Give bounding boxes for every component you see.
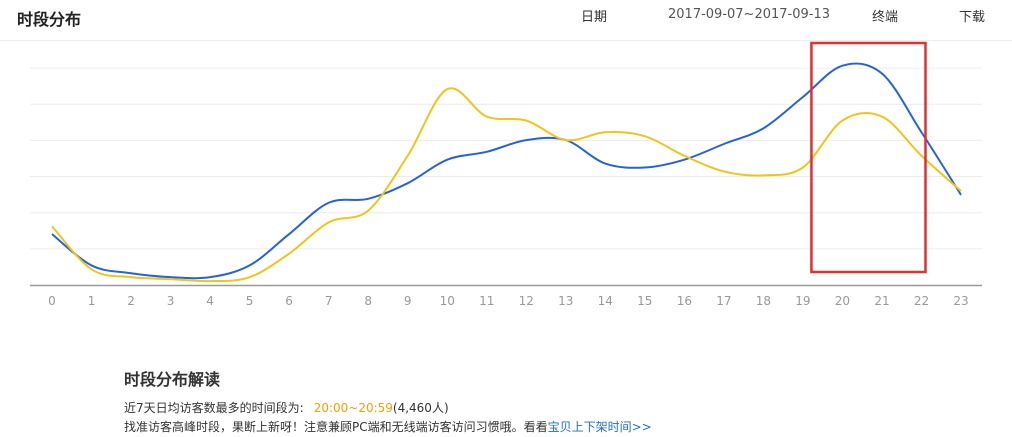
listing-time-link[interactable]: 宝贝上下架时间>> <box>547 420 652 434</box>
chart-title: 时段分布 <box>17 10 82 29</box>
x-tick-label: 14 <box>598 294 613 308</box>
chart-header: 时段分布 日期 2017-09-07~2017-09-13 终端 下载 <box>0 0 1012 41</box>
peak-highlight-box <box>810 41 927 274</box>
peak-count: (4,460人) <box>392 401 449 415</box>
x-tick-label: 13 <box>558 294 573 308</box>
analysis-peak-line: 近7天日均访客数最多的时间段为: 20:00~20:59(4,460人) <box>124 399 652 418</box>
x-tick-label: 2 <box>127 294 135 308</box>
analysis-section: 时段分布解读 近7天日均访客数最多的时间段为: 20:00~20:59(4,460… <box>124 366 652 437</box>
peak-prefix: 近7天日均访客数最多的时间段为: <box>124 401 304 415</box>
x-tick-label: 0 <box>48 294 56 308</box>
series-line-1 <box>51 62 962 280</box>
x-tick-label: 18 <box>756 294 771 308</box>
x-tick-label: 17 <box>716 294 731 308</box>
x-tick-label: 22 <box>914 294 929 308</box>
x-tick-label: 21 <box>874 294 889 308</box>
x-tick-label: 19 <box>795 294 810 308</box>
date-range-value[interactable]: 2017-09-07~2017-09-13 <box>668 7 830 22</box>
x-tick-label: 11 <box>479 294 494 308</box>
series-line-2 <box>51 87 962 283</box>
x-tick-label: 5 <box>246 294 254 308</box>
tip-text: 找准访客高峰时段，果断上新呀！注意兼顾PC端和无线端访客访问习惯哦。看看 <box>124 420 548 434</box>
download-button[interactable]: 下载 <box>959 10 986 25</box>
terminal-selector[interactable]: 终端 <box>872 10 899 25</box>
time-distribution-line-chart: 0 1 2 3 4 5 6 7 8 9 10 11 12 13 14 15 16 17 18 19 20 21 22 23 <box>30 41 982 308</box>
x-tick-label: 20 <box>835 294 850 308</box>
x-tick-label: 9 <box>404 294 412 308</box>
x-tick-label: 15 <box>637 294 652 308</box>
x-tick-label: 1 <box>88 294 96 308</box>
x-tick-label: 3 <box>167 294 175 308</box>
analysis-title: 时段分布解读 <box>124 370 221 389</box>
x-tick-label: 7 <box>325 294 333 308</box>
x-tick-label: 10 <box>440 294 455 308</box>
x-tick-label: 4 <box>206 294 214 308</box>
x-tick-label: 16 <box>677 294 692 308</box>
x-tick-label: 12 <box>519 294 534 308</box>
analysis-tip-line: 找准访客高峰时段，果断上新呀！注意兼顾PC端和无线端访客访问习惯哦。看看宝贝上下… <box>124 418 652 437</box>
x-tick-label: 23 <box>953 294 968 308</box>
x-tick-label: 8 <box>364 294 372 308</box>
peak-period: 20:00~20:59 <box>313 401 393 415</box>
date-label: 日期 <box>581 10 608 25</box>
x-tick-label: 6 <box>285 294 293 308</box>
